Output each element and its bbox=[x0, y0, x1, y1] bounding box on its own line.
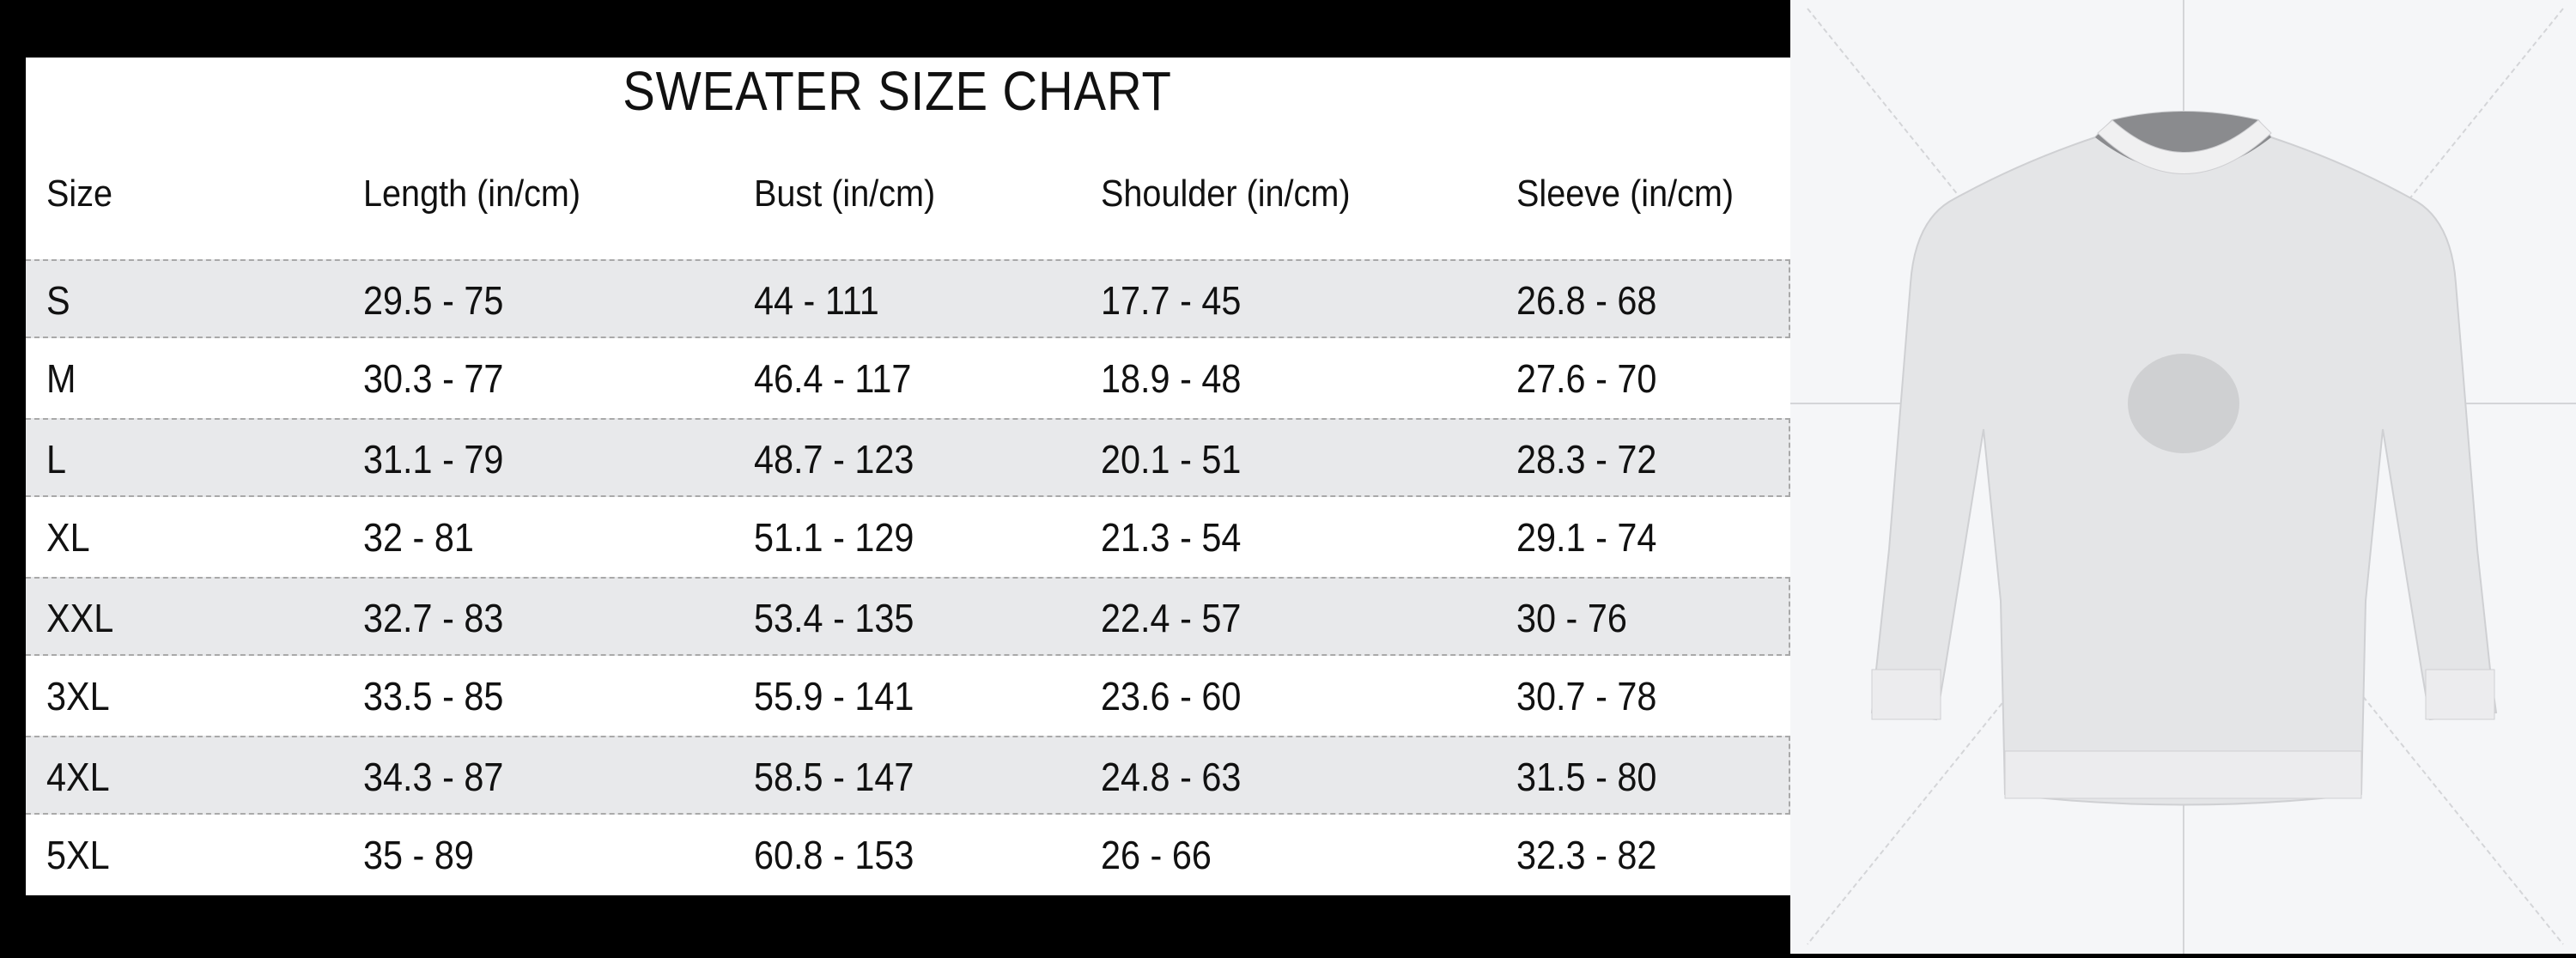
measurement-cell: 33.5 - 85 bbox=[363, 673, 504, 718]
size-cell: XXL bbox=[46, 596, 114, 640]
measurement-cell: 31.5 - 80 bbox=[1516, 755, 1657, 799]
measurement-cell: 18.9 - 48 bbox=[1101, 355, 1242, 401]
column-header: Length (in/cm) bbox=[363, 173, 581, 215]
measurement-cell: 55.9 - 141 bbox=[754, 673, 914, 718]
column-header: Size bbox=[46, 173, 113, 215]
measurement-cell: 26.8 - 68 bbox=[1516, 278, 1657, 323]
table-row: S 29.5 - 75 44 - 111 17.7 - 45 26.8 - 68 bbox=[26, 259, 1790, 338]
table-row: M 30.3 - 77 46.4 - 117 18.9 - 48 27.6 - 70 bbox=[26, 339, 1790, 418]
table-row: XL 32 - 81 51.1 - 129 21.3 - 54 29.1 - 74 bbox=[26, 498, 1790, 577]
sweater-photo bbox=[1790, 0, 2576, 954]
measurement-cell: 58.5 - 147 bbox=[754, 755, 914, 799]
size-cell: 3XL bbox=[46, 673, 110, 718]
measurement-cell: 60.8 - 153 bbox=[754, 832, 914, 877]
measurement-cell: 20.1 - 51 bbox=[1101, 437, 1242, 482]
column-header: Bust (in/cm) bbox=[754, 173, 936, 215]
measurement-cell: 46.4 - 117 bbox=[754, 355, 912, 401]
measurement-cell: 23.6 - 60 bbox=[1101, 673, 1242, 718]
measurement-cell: 53.4 - 135 bbox=[754, 596, 914, 640]
measurement-cell: 30.7 - 78 bbox=[1516, 673, 1657, 718]
measurement-cell: 21.3 - 54 bbox=[1101, 514, 1242, 560]
size-cell: M bbox=[46, 355, 76, 401]
measurement-cell: 29.1 - 74 bbox=[1516, 514, 1657, 560]
measurement-cell: 22.4 - 57 bbox=[1101, 596, 1242, 640]
size-cell: 4XL bbox=[46, 755, 110, 799]
size-cell: S bbox=[46, 278, 70, 323]
size-cell: L bbox=[46, 437, 67, 482]
table-row: XXL 32.7 - 83 53.4 - 135 22.4 - 57 30 - 76 bbox=[26, 577, 1790, 656]
measurement-cell: 28.3 - 72 bbox=[1516, 437, 1657, 482]
measurement-cell: 29.5 - 75 bbox=[363, 278, 504, 323]
measurement-cell: 27.6 - 70 bbox=[1516, 355, 1657, 401]
measurement-cell: 34.3 - 87 bbox=[363, 755, 504, 799]
table-row: L 31.1 - 79 48.7 - 123 20.1 - 51 28.3 - 72 bbox=[26, 418, 1790, 497]
measurement-cell: 51.1 - 129 bbox=[754, 514, 914, 560]
measurement-cell: 17.7 - 45 bbox=[1101, 278, 1242, 323]
measurement-cell: 32.7 - 83 bbox=[363, 596, 504, 640]
measurement-cell: 24.8 - 63 bbox=[1101, 755, 1242, 799]
measurement-cell: 35 - 89 bbox=[363, 832, 474, 877]
table-row: 5XL 35 - 89 60.8 - 153 26 - 66 32.3 - 82 bbox=[26, 816, 1790, 894]
chart-title: SWEATER SIZE CHART bbox=[623, 60, 1172, 122]
measurement-cell: 44 - 111 bbox=[754, 278, 879, 323]
size-chart-panel: SWEATER SIZE CHART Size Length (in/cm) Bus… bbox=[26, 58, 1790, 895]
measurement-cell: 26 - 66 bbox=[1101, 832, 1212, 877]
measurement-cell: 30 - 76 bbox=[1516, 596, 1627, 640]
measurement-cell: 32 - 81 bbox=[363, 514, 474, 560]
size-cell: 5XL bbox=[46, 832, 110, 877]
size-cell: XL bbox=[46, 514, 90, 560]
measurement-cell: 30.3 - 77 bbox=[363, 355, 504, 401]
column-header: Sleeve (in/cm) bbox=[1516, 173, 1735, 215]
table-row: 4XL 34.3 - 87 58.5 - 147 24.8 - 63 31.5 - 80 bbox=[26, 736, 1790, 815]
measurement-cell: 31.1 - 79 bbox=[363, 437, 504, 482]
table-row: 3XL 33.5 - 85 55.9 - 141 23.6 - 60 30.7 - 78 bbox=[26, 657, 1790, 736]
column-header: Shoulder (in/cm) bbox=[1101, 173, 1351, 215]
measurement-cell: 48.7 - 123 bbox=[754, 437, 914, 482]
measurement-cell: 32.3 - 82 bbox=[1516, 832, 1657, 877]
sweater-illustration bbox=[1790, 0, 2576, 954]
